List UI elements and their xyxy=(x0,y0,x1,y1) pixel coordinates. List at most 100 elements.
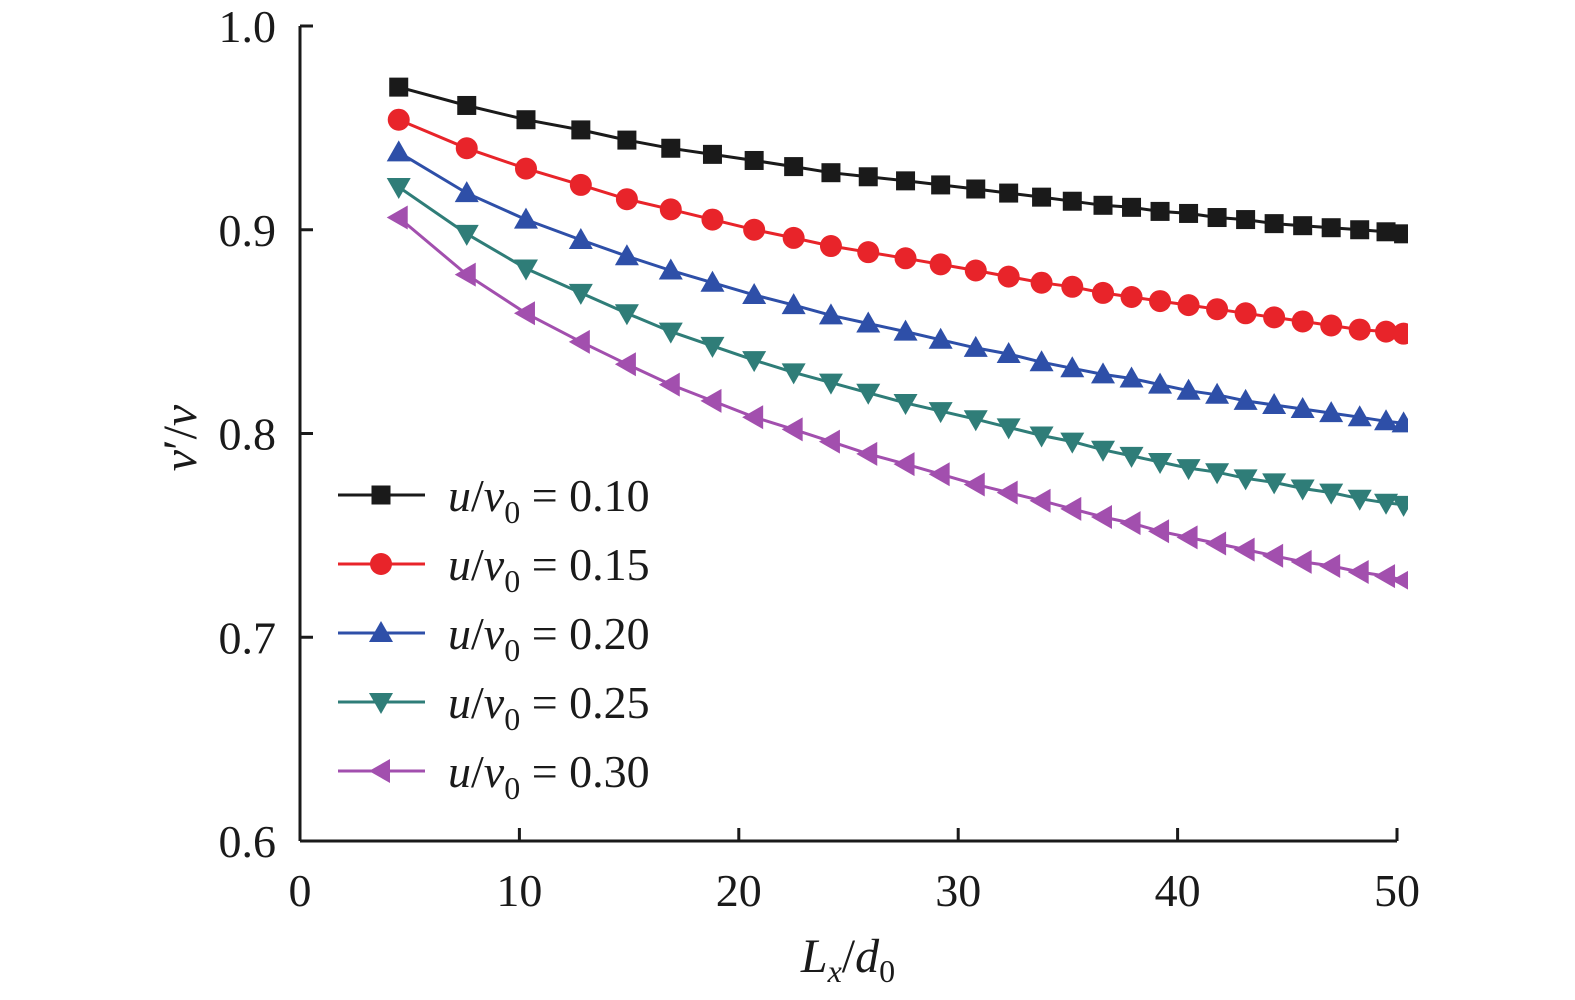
data-point xyxy=(1262,392,1287,414)
data-point xyxy=(1119,446,1144,468)
data-point xyxy=(1347,560,1369,585)
data-point xyxy=(1029,488,1051,513)
data-point xyxy=(1091,505,1113,530)
data-point xyxy=(893,393,918,415)
data-point xyxy=(1148,519,1170,544)
data-point xyxy=(701,208,724,231)
data-point xyxy=(1062,191,1082,211)
data-point xyxy=(1391,411,1408,433)
series-4 xyxy=(386,177,1408,517)
legend-label-num: u xyxy=(448,539,471,590)
x-axis-title: Lx/d0 xyxy=(800,930,895,989)
y-axis-title: v′/v xyxy=(154,404,207,471)
data-point xyxy=(1119,366,1144,388)
legend-label-den: v xyxy=(484,746,505,797)
x-tick-label: 30 xyxy=(935,865,981,916)
legend-label-value: = 0.15 xyxy=(520,539,649,590)
data-point xyxy=(1119,511,1141,536)
data-point xyxy=(858,167,878,187)
legend-label-sep: / xyxy=(471,677,484,728)
legend-marker xyxy=(369,759,390,783)
legend-label-value: = 0.10 xyxy=(520,470,649,521)
data-point xyxy=(1029,350,1054,372)
legend-label-sep: / xyxy=(471,746,484,797)
data-point xyxy=(1179,203,1199,223)
data-point xyxy=(1374,564,1396,589)
y-tick-label: 0.7 xyxy=(219,612,277,663)
data-point xyxy=(1391,495,1408,517)
data-point xyxy=(658,372,680,397)
data-point xyxy=(700,270,725,292)
y-tick-label: 0.8 xyxy=(219,409,277,460)
data-point xyxy=(1374,409,1399,431)
data-point xyxy=(742,405,764,430)
data-point xyxy=(1394,224,1408,244)
data-point xyxy=(928,327,953,349)
data-point xyxy=(742,351,767,373)
legend-item: u/v0 = 0.25 xyxy=(338,677,650,737)
data-point xyxy=(571,120,591,140)
data-point xyxy=(1262,473,1287,495)
legend-label: u/v0 = 0.20 xyxy=(448,608,650,668)
data-point xyxy=(386,177,411,199)
x-tick-label: 40 xyxy=(1155,865,1201,916)
data-point xyxy=(455,137,478,160)
data-point xyxy=(615,188,638,211)
data-point xyxy=(1030,271,1053,294)
data-point xyxy=(1264,214,1284,234)
legend-item: u/v0 = 0.15 xyxy=(338,539,650,599)
data-point xyxy=(1093,195,1113,215)
data-point xyxy=(928,462,950,487)
data-point xyxy=(819,235,842,258)
data-point xyxy=(996,418,1021,440)
data-point xyxy=(1206,298,1229,321)
y-tick-label: 0.9 xyxy=(219,205,277,256)
data-point xyxy=(1234,302,1257,325)
data-point xyxy=(1374,493,1399,515)
x-tick-label: 0 xyxy=(289,865,312,916)
data-point xyxy=(1176,459,1201,481)
data-point xyxy=(997,265,1020,288)
legend-label-sep: / xyxy=(471,608,484,659)
legend-label-num: u xyxy=(448,470,471,521)
data-point xyxy=(658,322,683,344)
data-point xyxy=(1060,356,1085,378)
data-point xyxy=(514,157,537,180)
legend-label-value: = 0.20 xyxy=(520,608,649,659)
legend-label-den: v xyxy=(484,539,505,590)
x-tick-label: 50 xyxy=(1374,865,1420,916)
data-point xyxy=(700,336,725,358)
data-point xyxy=(1122,197,1142,217)
data-point xyxy=(781,293,806,315)
x-tick-label: 20 xyxy=(716,865,762,916)
data-point xyxy=(1290,397,1315,419)
data-point xyxy=(1319,483,1344,505)
data-point xyxy=(658,258,683,280)
series-3 xyxy=(386,140,1408,433)
data-point xyxy=(1233,388,1258,410)
data-point xyxy=(1029,426,1054,448)
data-point xyxy=(744,150,764,170)
data-point xyxy=(1233,469,1258,491)
legend-label-sep: / xyxy=(471,539,484,590)
data-point xyxy=(1176,525,1198,550)
data-point xyxy=(513,301,535,326)
legend-label-num: u xyxy=(448,746,471,797)
legend-label-num: u xyxy=(448,608,471,659)
legend-label-value: = 0.30 xyxy=(520,746,649,797)
data-point xyxy=(856,311,881,333)
data-point xyxy=(457,95,477,115)
data-point xyxy=(743,218,766,241)
legend-label-den: v xyxy=(484,608,505,659)
data-point xyxy=(454,181,479,203)
data-point xyxy=(963,335,988,357)
data-point xyxy=(454,262,476,287)
data-point xyxy=(568,329,590,354)
data-point xyxy=(996,480,1018,505)
data-point xyxy=(1205,382,1230,404)
data-point xyxy=(818,373,843,395)
data-point xyxy=(702,144,722,164)
data-point xyxy=(1319,553,1341,578)
data-point xyxy=(1319,401,1344,423)
